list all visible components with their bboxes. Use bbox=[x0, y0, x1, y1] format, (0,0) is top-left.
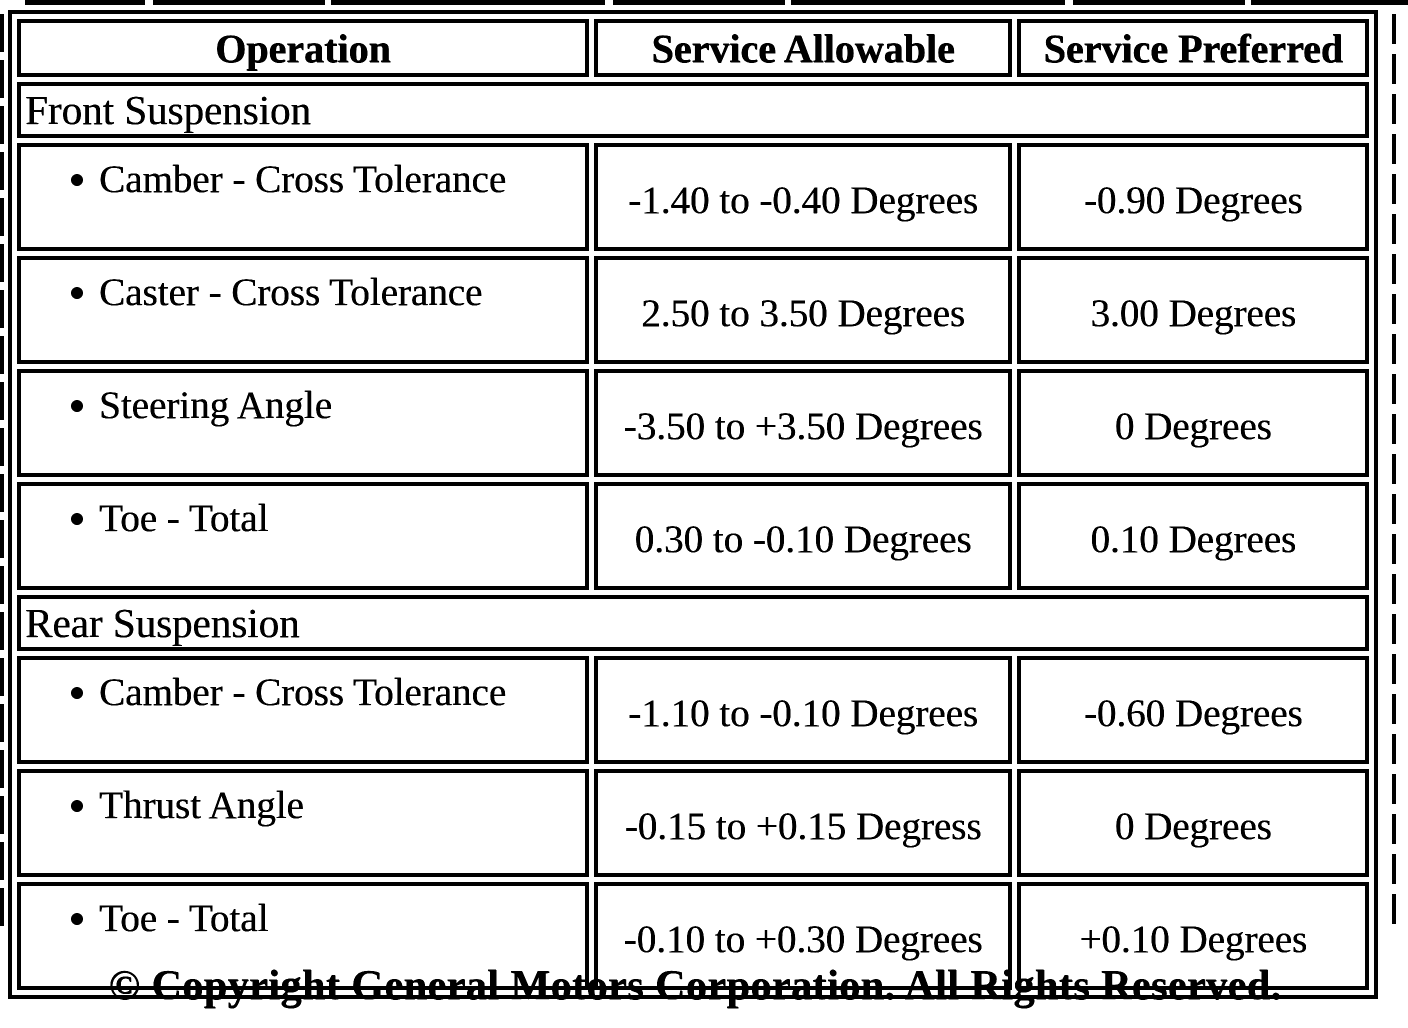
table-row: Steering Angle -3.50 to +3.50 Degrees 0 … bbox=[17, 369, 1369, 477]
operation-label: Toe - Total bbox=[99, 497, 269, 540]
copyright-line: © Copyright General Motors Corporation. … bbox=[108, 963, 1282, 1009]
cell-service-preferred: 0 Degrees bbox=[1017, 769, 1369, 877]
cell-service-allowable: 2.50 to 3.50 Degrees bbox=[593, 256, 1013, 364]
cell-service-allowable: -0.10 to +0.30 Degrees bbox=[593, 882, 1013, 990]
table-row: Toe - Total 0.30 to -0.10 Degrees 0.10 D… bbox=[17, 482, 1369, 590]
table-row: Toe - Total -0.10 to +0.30 Degrees +0.10… bbox=[17, 882, 1369, 990]
table-row: Thrust Angle -0.15 to +0.15 Degress 0 De… bbox=[17, 769, 1369, 877]
cell-service-preferred: +0.10 Degrees bbox=[1017, 882, 1369, 990]
table-row: Camber - Cross Tolerance -1.10 to -0.10 … bbox=[17, 656, 1369, 764]
cell-operation: Toe - Total bbox=[17, 482, 589, 590]
cell-service-preferred: -0.60 Degrees bbox=[1017, 656, 1369, 764]
table-row: Camber - Cross Tolerance -1.40 to -0.40 … bbox=[17, 143, 1369, 251]
cell-service-allowable: 0.30 to -0.10 Degrees bbox=[593, 482, 1013, 590]
bullet-icon bbox=[71, 513, 83, 525]
operation-label: Toe - Total bbox=[99, 897, 269, 940]
cell-service-allowable: -1.40 to -0.40 Degrees bbox=[593, 143, 1013, 251]
table-header-row: Operation Service Allowable Service Pref… bbox=[17, 19, 1369, 77]
bullet-icon bbox=[71, 913, 83, 925]
cell-operation: Thrust Angle bbox=[17, 769, 589, 877]
alignment-specifications-table: Operation Service Allowable Service Pref… bbox=[8, 10, 1378, 999]
section-row-rear-suspension: Rear Suspension bbox=[17, 595, 1369, 651]
scan-artifact-top-line bbox=[25, 0, 1408, 5]
section-label: Front Suspension bbox=[17, 82, 1369, 138]
operation-label: Caster - Cross Tolerance bbox=[99, 271, 483, 314]
cell-service-allowable: -1.10 to -0.10 Degrees bbox=[593, 656, 1013, 764]
cell-operation: Caster - Cross Tolerance bbox=[17, 256, 589, 364]
column-header-service-allowable: Service Allowable bbox=[593, 19, 1013, 77]
table-row: Caster - Cross Tolerance 2.50 to 3.50 De… bbox=[17, 256, 1369, 364]
section-label: Rear Suspension bbox=[17, 595, 1369, 651]
column-header-operation: Operation bbox=[17, 19, 589, 77]
cell-operation: Toe - Total bbox=[17, 882, 589, 990]
cell-service-preferred: 3.00 Degrees bbox=[1017, 256, 1369, 364]
bullet-icon bbox=[71, 400, 83, 412]
bullet-icon bbox=[71, 687, 83, 699]
operation-label: Camber - Cross Tolerance bbox=[99, 158, 507, 201]
operation-label: Steering Angle bbox=[99, 384, 332, 427]
scan-artifact-left-line bbox=[0, 14, 4, 926]
column-header-service-preferred: Service Preferred bbox=[1017, 19, 1369, 77]
cell-service-allowable: -0.15 to +0.15 Degress bbox=[593, 769, 1013, 877]
cell-operation: Camber - Cross Tolerance bbox=[17, 656, 589, 764]
cell-operation: Steering Angle bbox=[17, 369, 589, 477]
operation-label: Camber - Cross Tolerance bbox=[99, 671, 507, 714]
section-row-front-suspension: Front Suspension bbox=[17, 82, 1369, 138]
bullet-icon bbox=[71, 174, 83, 186]
cell-service-allowable: -3.50 to +3.50 Degrees bbox=[593, 369, 1013, 477]
scan-artifact-right-line bbox=[1392, 14, 1396, 926]
cell-service-preferred: -0.90 Degrees bbox=[1017, 143, 1369, 251]
cell-operation: Camber - Cross Tolerance bbox=[17, 143, 589, 251]
cell-service-preferred: 0.10 Degrees bbox=[1017, 482, 1369, 590]
operation-label: Thrust Angle bbox=[99, 784, 304, 827]
cell-service-preferred: 0 Degrees bbox=[1017, 369, 1369, 477]
bullet-icon bbox=[71, 287, 83, 299]
bullet-icon bbox=[71, 800, 83, 812]
